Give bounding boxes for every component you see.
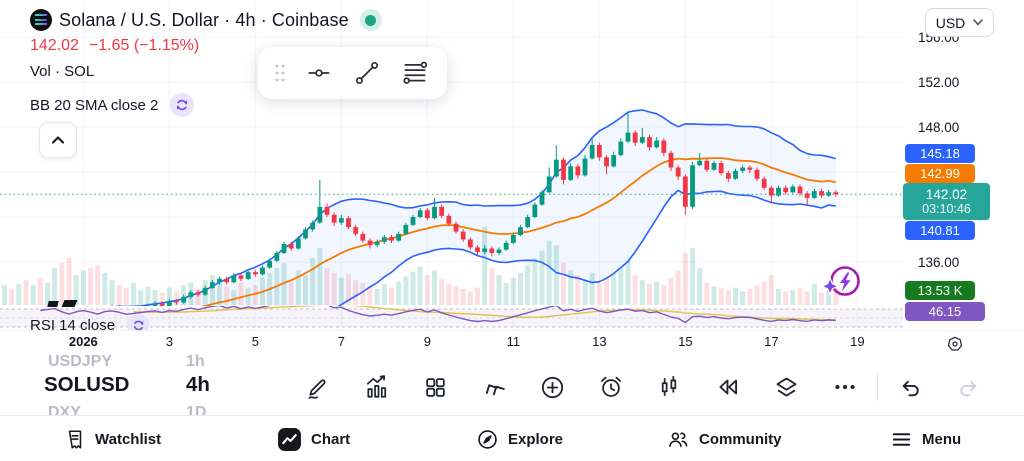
- nav-menu[interactable]: Menu: [890, 416, 961, 461]
- floating-drawing-toolbar: [258, 47, 447, 99]
- chevron-up-icon: [51, 136, 65, 144]
- candle-countdown: 03:10:46: [922, 201, 971, 216]
- chart-area[interactable]: [0, 0, 1024, 330]
- symbol-header[interactable]: Solana / U.S. Dollar · 4h · Coinbase: [30, 9, 382, 31]
- bb-lower-badge: 140.81: [905, 221, 975, 240]
- menu-hamburger-icon: [892, 432, 911, 446]
- settings-gear-icon[interactable]: [944, 334, 974, 354]
- time-axis-label: 15: [678, 334, 693, 349]
- drag-handle[interactable]: [268, 51, 293, 95]
- volume-badge: 13.53 K: [905, 281, 975, 300]
- lightning-boost-icon[interactable]: [820, 259, 866, 303]
- last-price-badge: 142.02 03:10:46: [903, 183, 990, 220]
- refresh-icon[interactable]: [170, 93, 195, 117]
- price-change-row: 142.02 −1.65 (−1.15%): [30, 37, 199, 55]
- time-axis-label: 2026: [68, 334, 98, 349]
- picker-row[interactable]: USDJPY 1h: [48, 353, 205, 370]
- more-options-icon[interactable]: [823, 365, 867, 409]
- time-axis-label: 11: [506, 334, 521, 349]
- alert-clock-icon[interactable]: [589, 365, 633, 409]
- chart-icon: [278, 427, 301, 451]
- trend-line-tool-icon[interactable]: [345, 51, 389, 95]
- bb-legend: BB 20 SMA close 2: [30, 93, 195, 117]
- time-axis-label: 13: [592, 334, 607, 349]
- bb-upper-badge: 145.18: [905, 144, 975, 163]
- horizontal-line-tool-icon[interactable]: [297, 51, 341, 95]
- nav-community[interactable]: Community: [666, 416, 782, 461]
- symbol-title: Solana / U.S. Dollar · 4h · Coinbase: [59, 9, 349, 30]
- market-open-dot-icon: [359, 9, 382, 31]
- patterns-icon[interactable]: [472, 365, 516, 409]
- currency-label: USD: [935, 14, 966, 31]
- time-axis-label: 19: [850, 334, 865, 349]
- picker-row[interactable]: DXY 1D: [48, 404, 207, 415]
- indicators-icon[interactable]: [355, 365, 399, 409]
- price-scale-label: 136.00: [918, 255, 960, 270]
- collapse-panel-button[interactable]: [39, 122, 77, 158]
- watchlist-icon: [68, 429, 82, 449]
- solana-logo-icon: [30, 9, 52, 31]
- last-price-text: 142.02: [30, 37, 79, 54]
- currency-dropdown[interactable]: USD: [925, 8, 994, 37]
- symbol-timeframe-picker[interactable]: USDJPY 1h SOLUSD 4h DXY 1D: [0, 352, 250, 415]
- chart-toolbar: [296, 364, 1024, 410]
- time-axis-label: 7: [337, 334, 345, 349]
- layouts-grid-icon[interactable]: [413, 365, 457, 409]
- watermark-mark: [47, 301, 59, 307]
- time-axis[interactable]: 2026 3 5 7 9 11 13 15 17 19: [0, 330, 1024, 353]
- time-axis-label: 5: [251, 334, 259, 349]
- draw-icon[interactable]: [296, 365, 340, 409]
- rsi-badge: 46.15: [905, 302, 985, 321]
- chevron-down-icon: [973, 19, 984, 26]
- nav-watchlist[interactable]: Watchlist: [64, 416, 161, 461]
- price-change-text: −1.65 (−1.15%): [88, 37, 200, 54]
- fib-retracement-tool-icon[interactable]: [393, 51, 437, 95]
- time-axis-label: 3: [165, 334, 173, 349]
- nav-explore[interactable]: Explore: [476, 416, 563, 461]
- bb-legend-text: BB 20 SMA close 2: [30, 96, 159, 114]
- nav-chart-active[interactable]: Chart: [277, 416, 350, 461]
- time-axis-label: 17: [764, 334, 779, 349]
- rsi-legend-text: RSI 14 close: [30, 316, 116, 334]
- toolbar-divider: [877, 373, 878, 401]
- price-scale-label: 152.00: [918, 75, 960, 90]
- object-tree-layers-icon[interactable]: [764, 365, 808, 409]
- bb-basis-badge: 142.99: [905, 164, 975, 183]
- community-icon: [669, 431, 688, 447]
- bar-replay-icon[interactable]: [706, 365, 750, 409]
- picker-row-active[interactable]: SOLUSD 4h: [44, 373, 210, 396]
- redo-icon[interactable]: [947, 365, 991, 409]
- explore-compass-icon: [478, 429, 497, 449]
- price-scale-label: 148.00: [918, 120, 960, 135]
- bottom-navigation: Watchlist Chart Explore Community: [0, 415, 1024, 461]
- chart-type-candles-icon[interactable]: [647, 365, 691, 409]
- volume-legend: Vol · SOL: [30, 63, 95, 80]
- time-axis-label: 9: [423, 334, 431, 349]
- chart-canvas[interactable]: [0, 0, 1024, 330]
- add-circle-icon[interactable]: [530, 365, 574, 409]
- undo-icon[interactable]: [888, 365, 932, 409]
